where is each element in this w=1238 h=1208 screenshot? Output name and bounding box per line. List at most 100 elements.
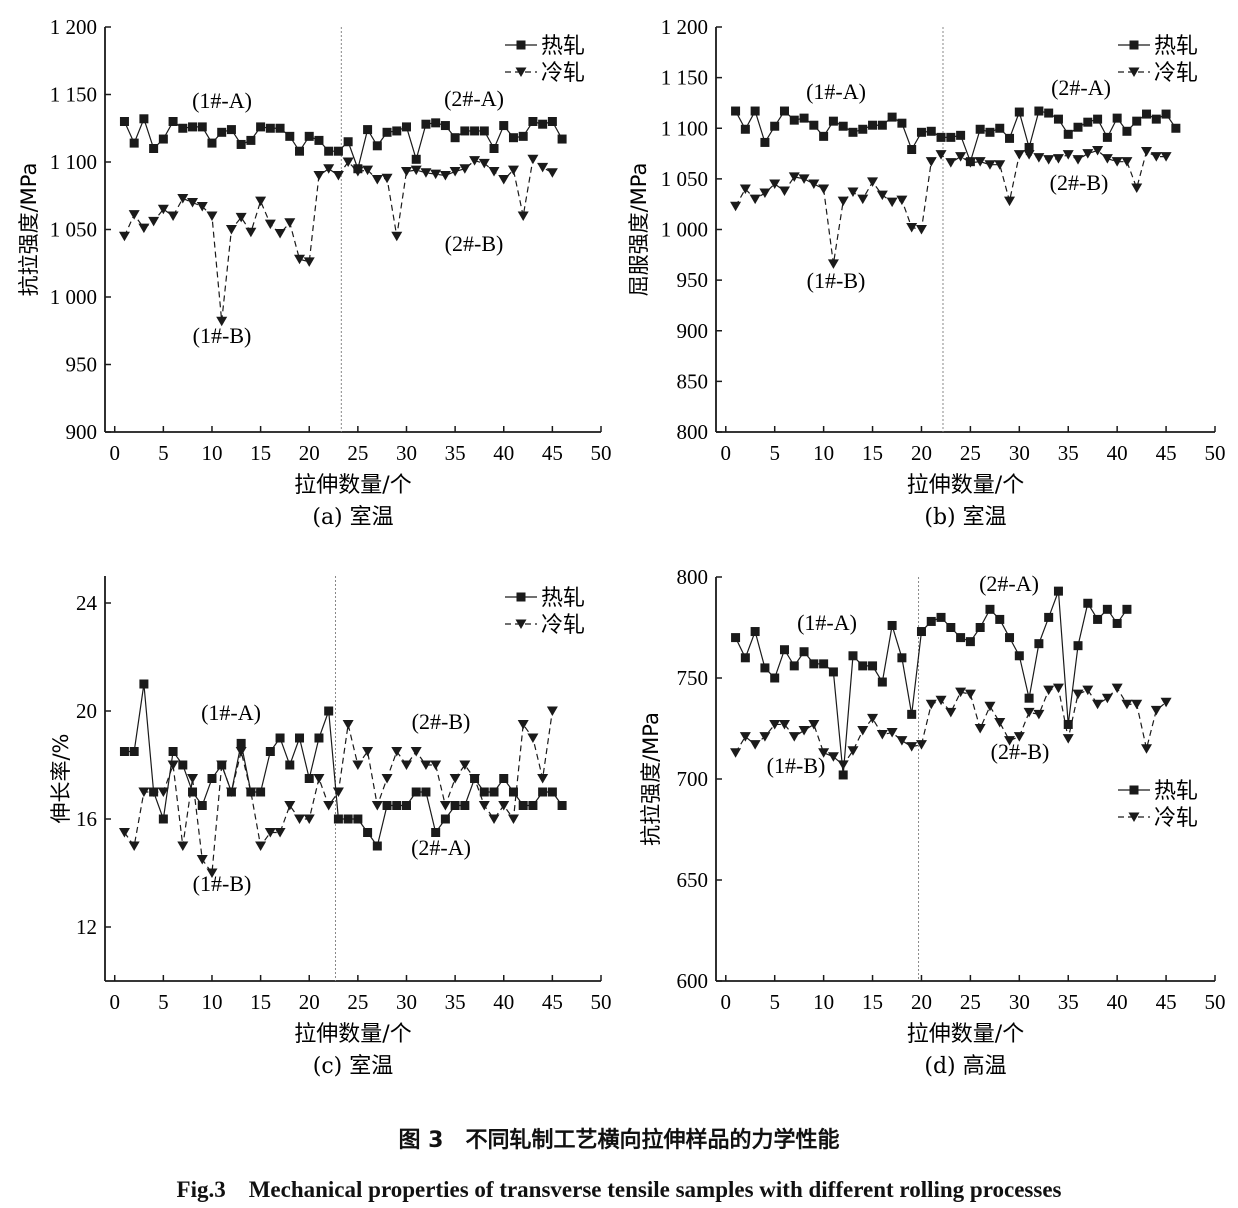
data-point — [119, 747, 129, 756]
data-point — [1043, 155, 1055, 165]
figure-caption-en: Fig.3 Mechanical properties of transvers… — [176, 1177, 1062, 1202]
data-point — [916, 127, 926, 137]
data-point — [265, 123, 275, 133]
data-point — [1004, 736, 1016, 746]
data-point — [303, 814, 315, 824]
data-point — [1073, 641, 1083, 651]
chart-c: 0 5 10 15 20 25 30 35 40 45 50 12 16 20 24 拉伸数量/个 (c) 室温… — [49, 576, 612, 1079]
x-tick-label: 45 — [1156, 990, 1177, 1014]
data-point — [1093, 614, 1103, 624]
data-point — [177, 193, 189, 204]
data-point — [877, 120, 887, 130]
data-point — [1171, 123, 1181, 133]
data-point — [255, 196, 267, 207]
x-tick-label: 45 — [542, 990, 563, 1014]
data-point — [498, 801, 510, 811]
data-point — [372, 141, 382, 151]
data-point — [739, 732, 751, 742]
data-point — [382, 801, 392, 810]
annotation-label: (1#-B) — [193, 871, 252, 896]
data-point — [528, 117, 538, 126]
y-tick-label: 750 — [677, 666, 709, 690]
data-point — [1062, 150, 1074, 160]
x-tick-label: 20 — [299, 990, 320, 1014]
data-point — [400, 760, 412, 770]
x-axis-label: 拉伸数量/个 — [907, 1022, 1024, 1047]
data-point — [858, 661, 868, 671]
data-point — [469, 774, 481, 784]
data-point — [498, 175, 510, 185]
data-point — [740, 653, 750, 663]
data-point — [264, 219, 276, 230]
data-point — [411, 154, 421, 164]
y-tick-label: 700 — [677, 767, 709, 791]
data-point — [129, 747, 139, 756]
x-tick-label: 20 — [911, 441, 932, 465]
data-point — [946, 132, 956, 142]
data-point — [342, 720, 354, 730]
legend-label: 冷轧 — [541, 613, 585, 638]
data-point — [391, 747, 403, 757]
data-point — [778, 186, 790, 197]
data-point — [167, 760, 179, 770]
series-line — [123, 117, 563, 171]
data-point — [838, 121, 848, 131]
data-point — [275, 733, 285, 743]
series-hot-rolled — [731, 106, 1181, 167]
data-point — [256, 787, 266, 797]
data-point — [557, 134, 567, 144]
data-point — [975, 124, 985, 134]
y-tick-label: 12 — [76, 915, 97, 939]
x-tick-label: 30 — [396, 441, 417, 465]
data-point — [187, 774, 199, 784]
x-tick-label: 25 — [347, 990, 368, 1014]
annotation-label: (1#-A) — [192, 88, 252, 113]
x-tick-label: 50 — [591, 990, 612, 1014]
data-point — [479, 787, 489, 797]
data-point — [1093, 114, 1103, 124]
data-point — [1102, 604, 1112, 614]
data-point — [769, 719, 781, 730]
data-point — [926, 126, 936, 136]
data-point — [1161, 109, 1171, 119]
data-point — [197, 801, 207, 810]
y-tick-label: 24 — [76, 591, 98, 615]
data-point — [818, 184, 830, 194]
data-point — [1092, 699, 1104, 710]
data-point — [177, 841, 189, 851]
annotation-label: (1#-B) — [193, 323, 252, 348]
data-point — [294, 814, 306, 824]
data-point — [264, 828, 276, 838]
y-tick-label: 1 050 — [661, 167, 708, 191]
data-point — [157, 787, 169, 797]
data-point — [1023, 150, 1035, 160]
data-point — [1150, 152, 1162, 162]
data-point — [547, 787, 557, 797]
x-tick-label: 35 — [1058, 990, 1079, 1014]
data-point — [1034, 639, 1044, 649]
data-point — [382, 127, 392, 137]
data-point — [1160, 697, 1172, 708]
data-point — [557, 801, 567, 810]
data-point — [1023, 707, 1035, 718]
data-point — [926, 616, 936, 626]
y-tick-label: 850 — [677, 369, 709, 393]
data-point — [798, 726, 810, 736]
data-point — [313, 171, 325, 181]
data-point — [994, 160, 1006, 170]
data-point — [1160, 152, 1172, 162]
data-point — [789, 115, 799, 125]
data-point — [226, 125, 236, 135]
data-point — [265, 747, 275, 756]
y-tick-label: 1 200 — [661, 15, 708, 39]
data-point — [896, 195, 908, 206]
data-point — [1092, 146, 1104, 156]
data-point — [139, 114, 149, 124]
data-point — [984, 160, 996, 170]
data-point — [964, 158, 976, 168]
data-point — [537, 774, 549, 784]
data-point — [207, 774, 217, 783]
data-point — [128, 841, 140, 851]
data-point — [936, 132, 946, 142]
x-tick-label: 10 — [201, 441, 222, 465]
